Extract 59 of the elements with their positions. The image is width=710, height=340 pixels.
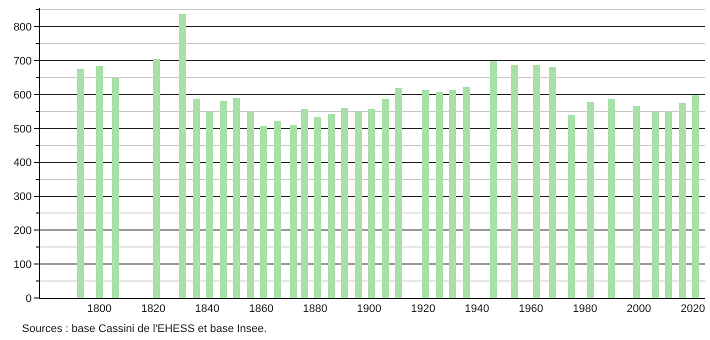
x-tick-label: 2000 <box>626 303 652 316</box>
bar <box>179 14 186 298</box>
bar <box>633 106 640 298</box>
x-tick-label: 1960 <box>518 303 544 316</box>
bar <box>77 69 84 298</box>
bar <box>193 99 200 298</box>
y-tick-label: 200 <box>13 225 32 238</box>
bar <box>355 111 362 298</box>
bar <box>511 65 518 298</box>
bar <box>112 78 119 298</box>
y-tick-label: 500 <box>13 123 32 136</box>
y-tick-label: 700 <box>13 55 32 68</box>
bar <box>247 112 254 298</box>
bar <box>436 92 443 298</box>
bar <box>652 112 659 298</box>
bar <box>260 126 267 298</box>
bar <box>341 108 348 298</box>
bar <box>368 109 375 298</box>
x-tick-label: 1940 <box>464 303 490 316</box>
source-note: Sources : base Cassini de l'EHESS et base Insee. <box>22 323 267 335</box>
y-tick-label: 800 <box>13 22 32 34</box>
bar <box>533 65 540 298</box>
bar <box>290 125 297 298</box>
bar <box>153 59 160 298</box>
x-tick-label: 1800 <box>87 303 112 316</box>
bar <box>587 102 594 298</box>
bar <box>665 112 672 298</box>
bar <box>549 67 556 298</box>
bar <box>568 115 575 298</box>
y-tick-label: 100 <box>13 258 32 271</box>
bar <box>692 95 699 298</box>
bar <box>233 98 240 298</box>
bar <box>206 112 213 298</box>
x-tick-label: 1920 <box>410 303 436 316</box>
x-tick-label: 1840 <box>195 303 220 316</box>
y-tick-label: 0 <box>26 292 32 305</box>
bar <box>679 103 686 298</box>
bar <box>382 99 389 298</box>
x-tick-label: 1820 <box>141 303 166 316</box>
bar <box>463 87 470 298</box>
bar <box>608 99 615 298</box>
x-tick-label: 1980 <box>572 303 598 316</box>
bar <box>301 109 308 298</box>
bar <box>490 61 497 298</box>
bar <box>422 90 429 298</box>
bar <box>220 101 227 298</box>
y-tick-label: 400 <box>13 157 32 170</box>
bar <box>328 114 335 298</box>
bar <box>395 88 402 298</box>
y-tick-label: 300 <box>13 191 32 204</box>
x-tick-label: 1860 <box>248 303 274 316</box>
x-tick-label: 1880 <box>302 303 328 316</box>
bar <box>274 121 281 298</box>
bar <box>96 66 103 298</box>
y-tick-label: 600 <box>13 89 32 102</box>
x-tick-label: 1900 <box>356 303 382 316</box>
bar <box>314 117 321 298</box>
x-tick-label: 2020 <box>680 303 706 316</box>
bar <box>449 90 456 298</box>
